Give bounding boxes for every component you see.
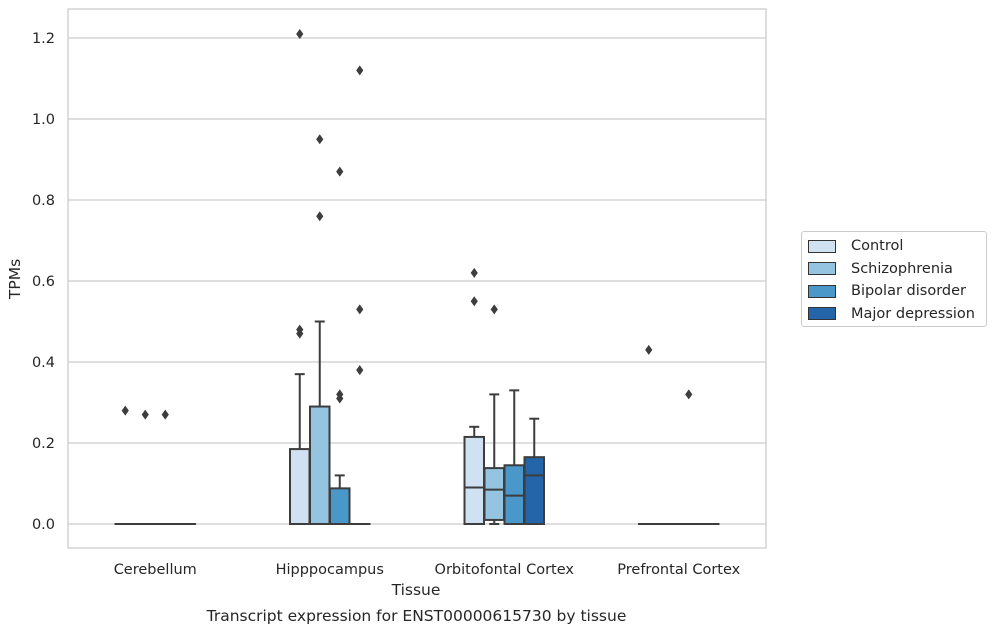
y-tick-label: 1.2 — [32, 31, 55, 47]
x-axis-label: Tissue — [391, 581, 441, 599]
x-tick-labels: Cerebellum Hipppocampus Orbitofontal Corte… — [114, 562, 741, 578]
series-control — [114, 28, 660, 526]
legend-swatch — [808, 284, 836, 298]
box — [463, 435, 485, 525]
outlier-point — [316, 211, 324, 222]
outlier-point — [316, 134, 324, 145]
y-axis-label: TPMs — [6, 259, 24, 300]
outlier-point — [121, 405, 129, 416]
legend: Control Schizophrenia Bipolar disorder Majo… — [801, 231, 987, 327]
y-tick-label: 0.4 — [32, 355, 55, 371]
y-tick-label: 0.8 — [32, 193, 55, 209]
box — [523, 456, 545, 525]
legend-label: Major depression — [851, 305, 975, 322]
legend-item: Control — [808, 236, 903, 256]
outlier-point — [161, 409, 169, 420]
chart-caption: Transcript expression for ENST0000061573… — [206, 607, 627, 625]
y-tick-label: 1.0 — [32, 112, 55, 128]
legend-label: Schizophrenia — [851, 260, 953, 277]
box — [289, 448, 311, 526]
box — [309, 405, 331, 525]
box-series — [114, 28, 720, 526]
x-tick-label: Prefrontal Cortex — [617, 562, 740, 578]
x-tick-label: Cerebellum — [114, 562, 197, 578]
legend-item: Bipolar disorder — [808, 281, 966, 301]
grid-lines — [68, 37, 766, 525]
y-tick-labels: 0.0 0.2 0.4 0.6 0.8 1.0 1.2 — [32, 31, 55, 533]
y-tick-label: 0.2 — [32, 436, 55, 452]
y-tick-label: 0.0 — [32, 517, 55, 533]
legend-swatch — [808, 307, 836, 320]
legend-swatch — [808, 239, 836, 253]
outlier-point — [490, 304, 498, 315]
outlier-point — [356, 304, 364, 315]
legend-swatch — [808, 262, 836, 275]
legend-item: Schizophrenia — [808, 259, 953, 279]
outlier-point — [645, 344, 653, 355]
legend-label: Control — [851, 238, 904, 254]
outlier-point — [356, 365, 364, 376]
outlier-point — [356, 65, 364, 76]
series-bipolar-disorder — [154, 166, 700, 526]
x-tick-label: Orbitofontal Cortex — [435, 562, 575, 578]
outlier-point — [336, 393, 344, 404]
outlier-point — [296, 28, 304, 39]
plot-frame — [67, 8, 767, 549]
legend-item: Major depression — [808, 304, 975, 324]
box — [329, 487, 351, 525]
x-tick-label: Hipppocampus — [276, 562, 384, 578]
box — [503, 464, 525, 525]
outlier-point — [336, 166, 344, 177]
series-major-depression — [174, 65, 720, 526]
outlier-point — [141, 409, 149, 420]
y-tick-label: 0.6 — [32, 274, 55, 290]
legend-label: Bipolar disorder — [851, 283, 966, 299]
box — [483, 467, 505, 521]
outlier-point — [685, 389, 693, 400]
series-schizophrenia — [134, 134, 680, 526]
outlier-point — [470, 296, 478, 307]
outlier-point — [296, 328, 304, 339]
outlier-point — [470, 267, 478, 278]
